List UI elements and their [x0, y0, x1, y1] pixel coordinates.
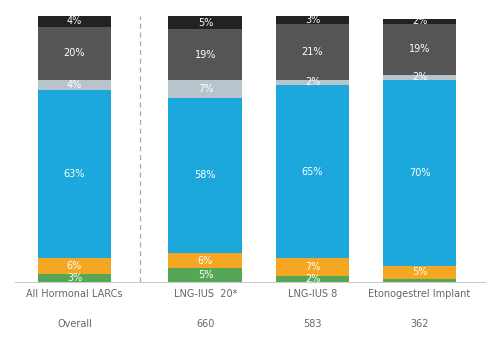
Bar — [38, 27, 112, 80]
Text: 362: 362 — [410, 319, 429, 329]
Bar — [38, 258, 112, 274]
Bar — [382, 19, 456, 24]
Bar — [276, 80, 349, 85]
Bar — [382, 266, 456, 279]
Text: 5%: 5% — [198, 18, 213, 28]
Bar — [276, 16, 349, 24]
Text: 660: 660 — [196, 319, 214, 329]
Bar — [168, 253, 242, 268]
Text: 5%: 5% — [198, 270, 213, 280]
Bar — [38, 16, 112, 27]
Bar — [168, 268, 242, 282]
Text: 6%: 6% — [198, 255, 213, 266]
Bar — [168, 80, 242, 99]
Text: 2%: 2% — [412, 16, 427, 26]
Bar — [382, 75, 456, 80]
Text: 63%: 63% — [64, 169, 85, 179]
Text: 7%: 7% — [198, 84, 213, 94]
Bar — [276, 24, 349, 80]
Text: 2%: 2% — [305, 274, 320, 284]
Bar — [276, 277, 349, 282]
Text: 2%: 2% — [412, 72, 427, 82]
Text: 4%: 4% — [67, 16, 82, 26]
Text: 20%: 20% — [64, 48, 85, 58]
Text: 21%: 21% — [302, 47, 323, 57]
Text: 19%: 19% — [194, 49, 216, 60]
Text: Overall: Overall — [57, 319, 92, 329]
Text: 70%: 70% — [409, 168, 430, 178]
Bar — [382, 24, 456, 75]
Bar — [168, 29, 242, 80]
Bar — [168, 16, 242, 29]
Text: 58%: 58% — [194, 170, 216, 180]
Bar — [382, 80, 456, 266]
Bar — [276, 85, 349, 258]
Text: 583: 583 — [303, 319, 322, 329]
Text: 7%: 7% — [305, 262, 320, 272]
Text: 5%: 5% — [412, 267, 427, 278]
Bar — [276, 258, 349, 277]
Text: 3%: 3% — [305, 15, 320, 25]
Text: 3%: 3% — [67, 273, 82, 283]
Text: 65%: 65% — [302, 166, 323, 177]
Bar — [38, 90, 112, 258]
Text: 2%: 2% — [305, 77, 320, 88]
Bar — [382, 279, 456, 282]
Text: 6%: 6% — [67, 261, 82, 271]
Text: 4%: 4% — [67, 80, 82, 90]
Bar — [38, 274, 112, 282]
Bar — [38, 80, 112, 90]
Bar — [168, 99, 242, 253]
Text: 19%: 19% — [409, 44, 430, 54]
